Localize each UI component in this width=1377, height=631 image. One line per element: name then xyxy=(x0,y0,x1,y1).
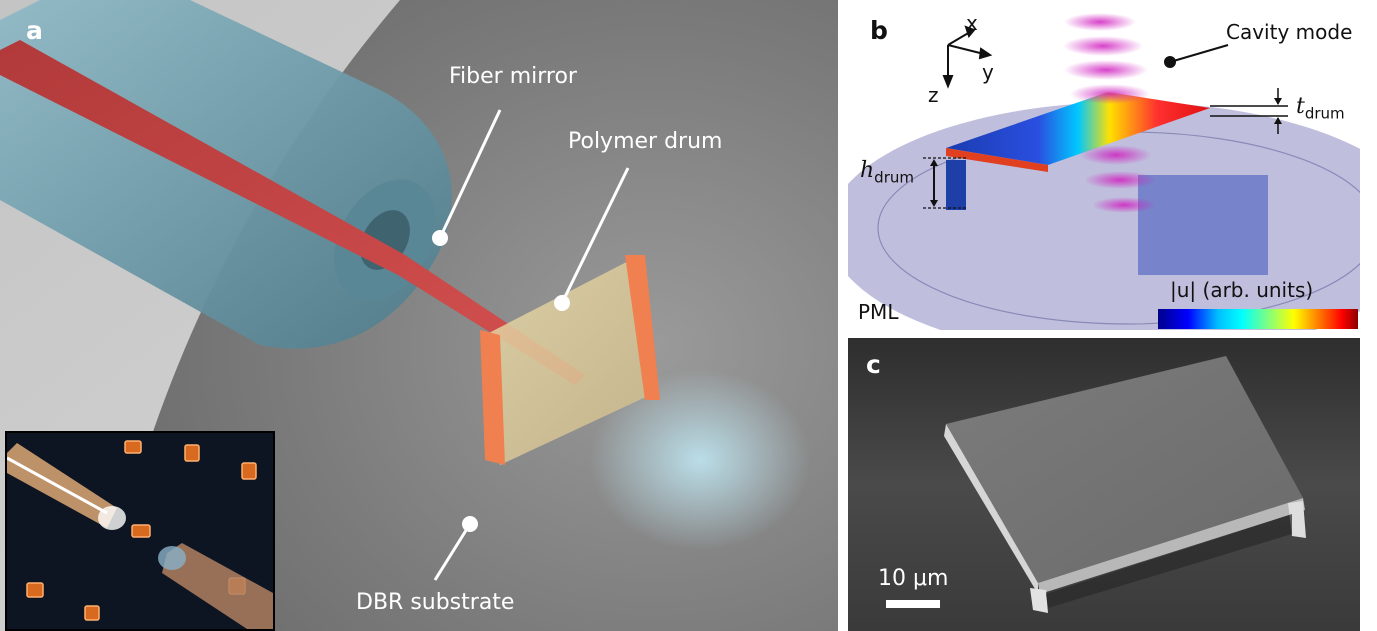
inset-photo xyxy=(7,433,273,629)
pml-label: PML xyxy=(858,300,899,324)
axis-y-label: y xyxy=(982,60,994,84)
panel-b-label: b xyxy=(870,16,888,45)
panel-c-sem: c 10 μm xyxy=(848,338,1360,631)
colorbar-label: |u| (arb. units) xyxy=(1170,278,1314,302)
panel-c-label: c xyxy=(866,350,881,379)
cavity-mode-label: Cavity mode xyxy=(1226,20,1353,44)
h-drum-label: hdrum xyxy=(860,158,914,187)
t-drum-label: tdrum xyxy=(1296,94,1345,123)
colorbar xyxy=(1158,309,1358,329)
dbr-substrate-label: DBR substrate xyxy=(356,590,515,615)
axis-x-label: x xyxy=(966,11,978,35)
panel-a-label: a xyxy=(26,16,43,45)
panel-a-render: a Fiber mirror Polymer drum DBR substrat… xyxy=(0,0,838,631)
sem-image xyxy=(848,338,1360,631)
panel-a-illustration xyxy=(0,0,838,631)
axis-z-label: z xyxy=(928,83,939,107)
panel-b-simulation: b x y z Cavity mode tdrum hdrum PML |u| … xyxy=(848,0,1360,330)
scale-bar xyxy=(886,600,940,608)
scale-bar-label: 10 μm xyxy=(878,566,949,591)
microscope-inset xyxy=(5,431,275,631)
panel-b-illustration xyxy=(848,0,1360,330)
fiber-mirror-label: Fiber mirror xyxy=(449,64,577,89)
polymer-drum-label: Polymer drum xyxy=(568,129,723,154)
